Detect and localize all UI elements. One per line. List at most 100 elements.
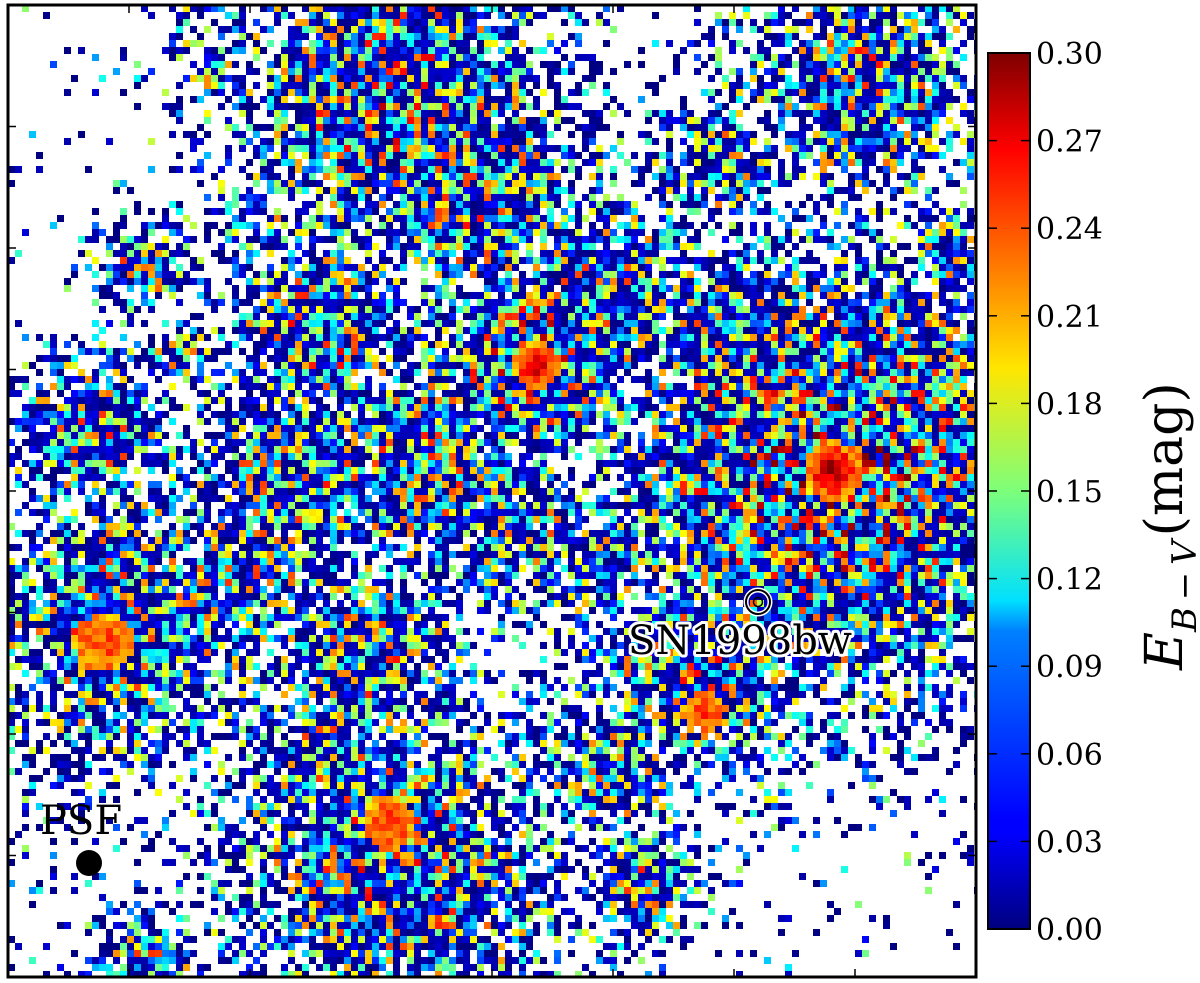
heatmap-pixel	[484, 327, 491, 334]
heatmap-pixel	[505, 89, 512, 96]
heatmap-pixel	[232, 376, 239, 383]
heatmap-pixel	[960, 341, 967, 348]
heatmap-pixel	[652, 278, 659, 285]
heatmap-pixel	[540, 117, 547, 124]
heatmap-pixel	[827, 180, 834, 187]
heatmap-pixel	[190, 75, 197, 82]
heatmap-pixel	[785, 145, 792, 152]
heatmap-pixel	[225, 47, 232, 54]
heatmap-pixel	[288, 145, 295, 152]
heatmap-pixel	[526, 180, 533, 187]
heatmap-pixel	[435, 264, 442, 271]
heatmap-pixel	[197, 75, 204, 82]
heatmap-pixel	[407, 124, 414, 131]
heatmap-pixel	[470, 124, 477, 131]
heatmap-pixel	[596, 124, 603, 131]
heatmap-pixel	[624, 243, 631, 250]
heatmap-pixel	[456, 152, 463, 159]
heatmap-pixel	[316, 131, 323, 138]
heatmap-pixel	[918, 103, 925, 110]
heatmap-pixel	[771, 369, 778, 376]
heatmap-pixel	[463, 292, 470, 299]
heatmap-pixel	[799, 166, 806, 173]
heatmap-pixel	[442, 243, 449, 250]
heatmap-pixel	[792, 33, 799, 40]
heatmap-pixel	[50, 341, 57, 348]
heatmap-pixel	[379, 334, 386, 341]
heatmap-pixel	[498, 236, 505, 243]
heatmap-pixel	[771, 131, 778, 138]
heatmap-pixel	[120, 278, 127, 285]
heatmap-pixel	[883, 362, 890, 369]
heatmap-pixel	[673, 222, 680, 229]
heatmap-pixel	[925, 208, 932, 215]
heatmap-pixel	[694, 5, 701, 12]
heatmap-pixel	[848, 341, 855, 348]
heatmap-pixel	[57, 390, 64, 397]
heatmap-pixel	[183, 243, 190, 250]
heatmap-pixel	[358, 348, 365, 355]
heatmap-pixel	[484, 173, 491, 180]
heatmap-pixel	[302, 278, 309, 285]
heatmap-pixel	[554, 250, 561, 257]
heatmap-pixel	[855, 117, 862, 124]
heatmap-pixel	[78, 47, 85, 54]
heatmap-pixel	[162, 250, 169, 257]
heatmap-pixel	[470, 306, 477, 313]
heatmap-pixel	[617, 5, 624, 12]
heatmap-pixel	[715, 61, 722, 68]
heatmap-pixel	[645, 320, 652, 327]
heatmap-pixel	[869, 327, 876, 334]
heatmap-pixel	[778, 341, 785, 348]
heatmap-pixel	[470, 61, 477, 68]
heatmap-pixel	[337, 89, 344, 96]
heatmap-pixel	[365, 96, 372, 103]
heatmap-pixel	[379, 299, 386, 306]
heatmap-pixel	[288, 103, 295, 110]
heatmap-pixel	[358, 278, 365, 285]
heatmap-pixel	[820, 75, 827, 82]
heatmap-pixel	[456, 180, 463, 187]
heatmap-pixel	[736, 334, 743, 341]
heatmap-pixel	[260, 138, 267, 145]
heatmap-pixel	[666, 285, 673, 292]
heatmap-pixel	[834, 68, 841, 75]
heatmap-pixel	[666, 138, 673, 145]
heatmap-pixel	[435, 327, 442, 334]
heatmap-pixel	[232, 187, 239, 194]
heatmap-pixel	[743, 180, 750, 187]
heatmap-pixel	[323, 334, 330, 341]
heatmap-pixel	[519, 369, 526, 376]
heatmap-pixel	[673, 54, 680, 61]
heatmap-pixel	[596, 173, 603, 180]
heatmap-pixel	[442, 257, 449, 264]
heatmap-pixel	[834, 152, 841, 159]
heatmap-pixel	[393, 54, 400, 61]
heatmap-pixel	[638, 376, 645, 383]
heatmap-pixel	[477, 61, 484, 68]
heatmap-pixel	[925, 243, 932, 250]
heatmap-pixel	[57, 376, 64, 383]
heatmap-pixel	[295, 33, 302, 40]
heatmap-pixel	[239, 320, 246, 327]
heatmap-pixel	[414, 145, 421, 152]
heatmap-pixel	[526, 68, 533, 75]
heatmap-pixel	[330, 271, 337, 278]
heatmap-pixel	[736, 383, 743, 390]
heatmap-pixel	[428, 355, 435, 362]
heatmap-pixel	[414, 166, 421, 173]
heatmap-pixel	[603, 320, 610, 327]
heatmap-pixel	[281, 96, 288, 103]
heatmap-pixel	[421, 89, 428, 96]
heatmap-pixel	[743, 334, 750, 341]
heatmap-pixel	[729, 355, 736, 362]
heatmap-pixel	[183, 355, 190, 362]
heatmap-pixel	[883, 341, 890, 348]
heatmap-pixel	[407, 187, 414, 194]
heatmap-pixel	[512, 215, 519, 222]
heatmap-pixel	[113, 180, 120, 187]
heatmap-pixel	[316, 180, 323, 187]
heatmap-pixel	[911, 341, 918, 348]
heatmap-pixel	[218, 257, 225, 264]
heatmap-pixel	[106, 362, 113, 369]
